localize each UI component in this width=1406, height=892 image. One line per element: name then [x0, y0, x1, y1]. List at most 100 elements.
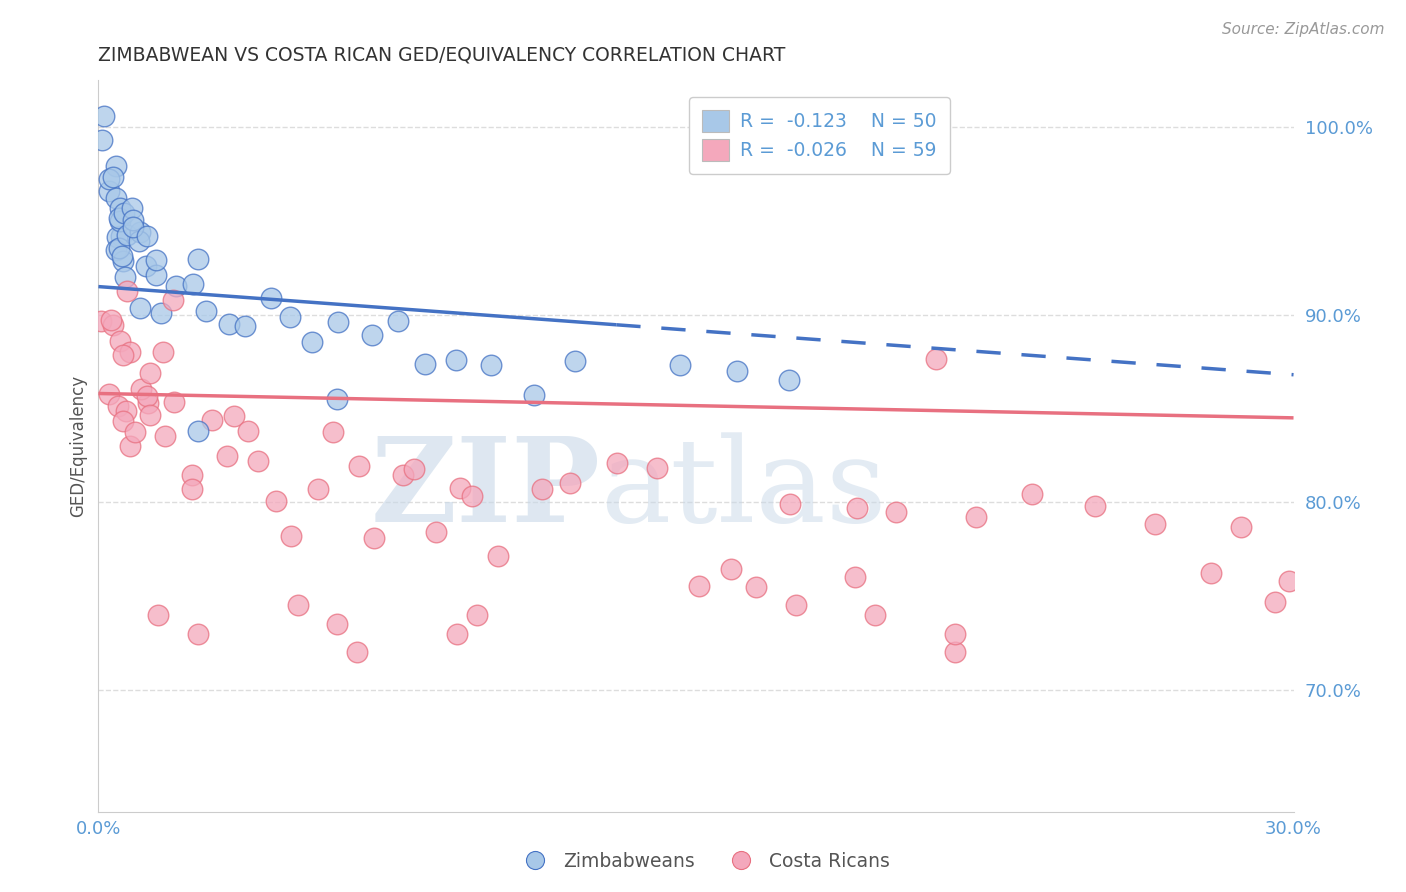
- Point: [1021, 487, 1043, 501]
- Point: [218, 317, 240, 331]
- Point: [264, 493, 287, 508]
- Point: [449, 481, 471, 495]
- Point: [187, 424, 209, 438]
- Point: [280, 529, 302, 543]
- Point: [162, 293, 184, 307]
- Point: [479, 358, 502, 372]
- Point: [131, 382, 153, 396]
- Point: [558, 476, 581, 491]
- Point: [486, 549, 509, 563]
- Point: [446, 626, 468, 640]
- Point: [136, 395, 159, 409]
- Point: [669, 358, 692, 372]
- Point: [110, 202, 132, 216]
- Point: [465, 607, 488, 622]
- Point: [201, 412, 224, 426]
- Point: [425, 525, 447, 540]
- Point: [326, 392, 349, 406]
- Point: [1084, 500, 1107, 514]
- Point: [110, 229, 132, 244]
- Point: [236, 425, 259, 439]
- Point: [1199, 566, 1222, 581]
- Point: [278, 310, 301, 324]
- Point: [121, 219, 143, 234]
- Point: [943, 626, 966, 640]
- Point: [523, 387, 546, 401]
- Point: [444, 352, 467, 367]
- Y-axis label: GED/Equivalency: GED/Equivalency: [69, 375, 87, 517]
- Point: [259, 291, 281, 305]
- Point: [105, 159, 128, 173]
- Point: [346, 645, 368, 659]
- Point: [100, 313, 122, 327]
- Legend: R =  -0.123    N = 50, R =  -0.026    N = 59: R = -0.123 N = 50, R = -0.026 N = 59: [689, 97, 949, 174]
- Point: [118, 344, 141, 359]
- Point: [135, 259, 157, 273]
- Point: [181, 482, 204, 496]
- Point: [121, 201, 143, 215]
- Point: [111, 348, 134, 362]
- Point: [564, 353, 586, 368]
- Point: [98, 172, 121, 186]
- Point: [97, 387, 120, 401]
- Point: [846, 501, 869, 516]
- Point: [180, 467, 202, 482]
- Point: [778, 373, 800, 387]
- Point: [148, 607, 170, 622]
- Point: [138, 409, 160, 423]
- Point: [98, 184, 121, 198]
- Point: [461, 489, 484, 503]
- Point: [1230, 519, 1253, 533]
- Point: [128, 234, 150, 248]
- Point: [135, 229, 157, 244]
- Point: [844, 570, 866, 584]
- Point: [349, 458, 371, 473]
- Point: [645, 461, 668, 475]
- Text: ZIMBABWEAN VS COSTA RICAN GED/EQUIVALENCY CORRELATION CHART: ZIMBABWEAN VS COSTA RICAN GED/EQUIVALENC…: [98, 45, 786, 65]
- Text: ZIP: ZIP: [370, 433, 600, 548]
- Point: [606, 456, 628, 470]
- Point: [117, 285, 139, 299]
- Point: [187, 626, 209, 640]
- Legend: Zimbabweans, Costa Ricans: Zimbabweans, Costa Ricans: [508, 844, 898, 878]
- Point: [107, 399, 129, 413]
- Point: [114, 269, 136, 284]
- Point: [194, 304, 217, 318]
- Point: [745, 580, 768, 594]
- Point: [112, 206, 135, 220]
- Point: [129, 225, 152, 239]
- Point: [886, 505, 908, 519]
- Point: [124, 425, 146, 439]
- Point: [363, 531, 385, 545]
- Point: [145, 268, 167, 282]
- Point: [965, 509, 987, 524]
- Point: [163, 394, 186, 409]
- Point: [107, 230, 129, 244]
- Point: [150, 305, 173, 319]
- Point: [183, 277, 205, 292]
- Point: [105, 244, 128, 258]
- Point: [110, 214, 132, 228]
- Point: [129, 301, 152, 315]
- Point: [402, 462, 425, 476]
- Point: [1278, 574, 1301, 588]
- Point: [233, 318, 256, 333]
- Point: [101, 318, 124, 332]
- Point: [108, 211, 131, 225]
- Point: [307, 483, 329, 497]
- Point: [111, 249, 134, 263]
- Point: [785, 599, 807, 613]
- Text: Source: ZipAtlas.com: Source: ZipAtlas.com: [1222, 22, 1385, 37]
- Point: [925, 352, 948, 367]
- Point: [115, 403, 138, 417]
- Point: [725, 364, 748, 378]
- Point: [720, 562, 742, 576]
- Text: atlas: atlas: [600, 433, 887, 548]
- Point: [943, 645, 966, 659]
- Point: [107, 241, 129, 255]
- Point: [187, 252, 209, 266]
- Point: [90, 314, 112, 328]
- Point: [865, 607, 887, 622]
- Point: [115, 228, 138, 243]
- Point: [145, 253, 167, 268]
